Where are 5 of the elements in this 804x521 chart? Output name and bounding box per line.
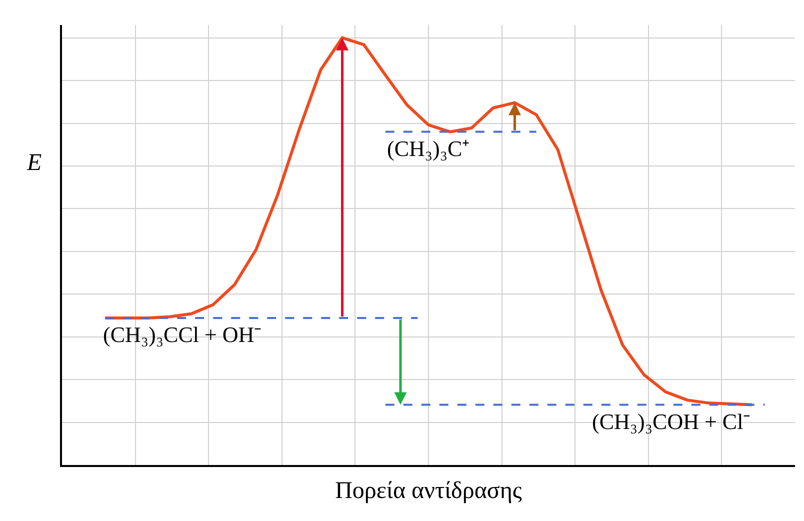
ref-line-label: (CH₃)₃C⁺ <box>387 136 470 161</box>
x-axis-title: Πορεία αντίδρασης <box>335 478 522 504</box>
ref-line-label: (CH₃)₃CCl + OH⁻ <box>103 322 262 347</box>
y-axis-title: E <box>26 150 42 176</box>
ref-line-label: (CH₃)₃COH + Cl⁻ <box>592 409 750 434</box>
